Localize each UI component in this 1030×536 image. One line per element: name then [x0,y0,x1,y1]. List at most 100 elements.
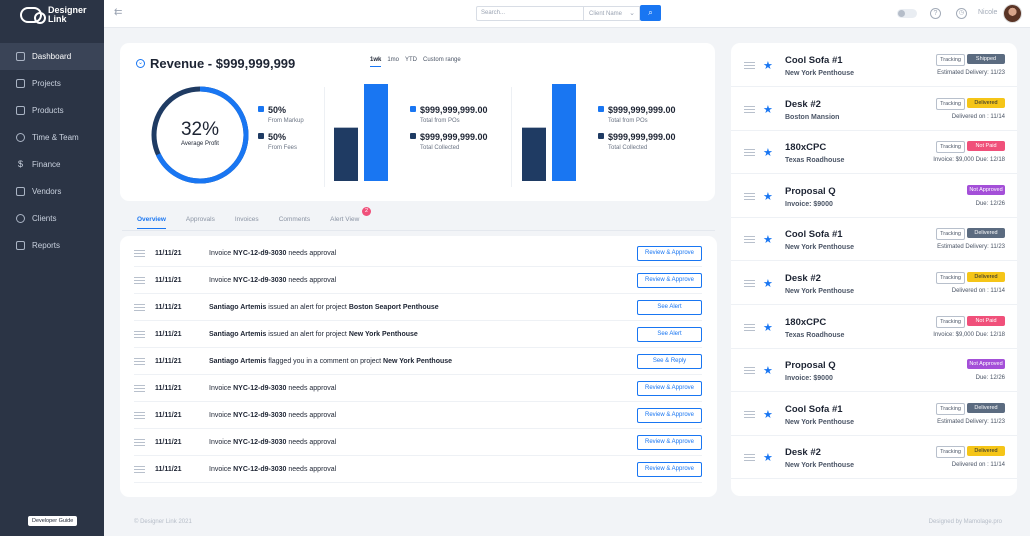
table-row: 11/11/21 Santiago Artemis issued an alert… [134,294,702,321]
row-action-button[interactable]: Review & Approve [637,407,702,423]
list-item[interactable]: ★ Cool Sofa #1 New York Penthouse Estimated… [731,217,1017,262]
star-icon[interactable]: ★ [763,190,773,203]
drag-handle-icon[interactable] [134,384,145,392]
list-item[interactable]: ★ 180xCPC Texas Roadhouse Invoice: $9,000 D… [731,130,1017,175]
list-item[interactable]: ★ Cool Sofa #1 New York Penthouse Estimated… [731,43,1017,87]
collapse-chevron-icon[interactable]: ⌄ [136,59,145,68]
drag-handle-icon[interactable] [744,280,755,287]
sidebar-item-time-team[interactable]: Time & Team [0,124,104,151]
period-ytd[interactable]: YTD [405,57,418,63]
drag-handle-icon[interactable] [744,367,755,375]
row-message: Invoice NYC-12-d9-3030 needs approval [209,385,637,392]
tab-comments[interactable]: Comments [278,216,311,223]
drag-handle-icon[interactable] [744,323,755,331]
tracking-button[interactable]: Tracking [936,272,965,284]
row-action-button[interactable]: See Alert [637,326,702,342]
table-row: 11/11/21 Invoice NYC-12-d9-3030 needs app… [134,375,702,402]
avatar[interactable] [1003,4,1022,23]
star-icon[interactable]: ★ [763,365,773,378]
list-item[interactable]: ★ Proposal Q Invoice: $9000 Due: 12/26 Not A… [731,348,1017,393]
tracking-button[interactable]: Tracking [936,446,965,459]
drag-handle-icon[interactable] [744,236,755,244]
row-action-button[interactable]: Review & Approve [637,434,702,450]
star-icon[interactable]: ★ [763,278,773,290]
client-name-select[interactable]: Client Name ⌄ [584,6,640,21]
tracking-button[interactable]: Tracking [936,141,965,154]
list-item[interactable]: ★ 180xCPC Texas Roadhouse Invoice: $9,000 D… [731,305,1017,349]
sidebar-item-dashboard[interactable]: Dashboard [0,43,104,70]
drag-handle-icon[interactable] [744,62,755,69]
item-meta: Due: 12/26 [975,375,1005,382]
table-row: 11/11/21 Invoice NYC-12-d9-3030 needs app… [134,267,702,294]
tracking-button[interactable]: Tracking [936,228,965,241]
list-item[interactable]: ★ Desk #2 Boston Mansion Delivered on : 11/… [731,87,1017,131]
drag-handle-icon[interactable] [134,276,145,284]
tracking-button[interactable]: Tracking [936,315,965,328]
footer-copyright: © Designer Link 2021 [134,519,192,525]
clock-icon[interactable]: ◷ [956,8,967,19]
tracking-button[interactable]: Tracking [936,97,965,110]
item-subtitle: Boston Mansion [785,113,840,121]
developer-guide-button[interactable]: Developer Guide [28,516,78,526]
drag-handle-icon[interactable] [744,192,755,200]
period-1mo[interactable]: 1mo [387,57,400,63]
row-date: 11/11/21 [155,438,182,446]
sidebar-item-vendors[interactable]: Vendors [0,178,104,205]
drag-handle-icon[interactable] [134,249,145,257]
drag-handle-icon[interactable] [134,357,145,365]
star-icon[interactable]: ★ [763,234,773,247]
drag-handle-icon[interactable] [744,454,755,462]
search-button[interactable]: ⌕ [640,5,661,21]
list-item[interactable]: ★ Proposal Q Invoice: $9000 Due: 12/26 Not A… [731,174,1017,218]
sidebar-item-projects[interactable]: Projects [0,70,104,97]
list-item[interactable]: ★ Desk #2 New York Penthouse Delivered on :… [731,435,1017,480]
drag-handle-icon[interactable] [134,330,145,338]
item-title: Proposal Q [785,185,836,197]
row-action-button[interactable]: See Alert [637,299,702,315]
help-icon[interactable]: ? [930,8,941,19]
message-part: Invoice [209,276,234,284]
sidebar-item-finance[interactable]: $ Finance [0,151,104,178]
star-icon[interactable]: ★ [763,103,773,116]
sidebar-item-reports[interactable]: Reports [0,232,104,259]
star-icon[interactable]: ★ [763,452,773,465]
tracking-button[interactable]: Tracking [936,402,965,415]
drag-handle-icon[interactable] [134,303,145,311]
drag-handle-icon[interactable] [744,149,755,157]
message-part: Invoice [209,438,234,446]
list-item[interactable]: ★ Desk #2 New York Penthouse Delivered on :… [731,261,1017,305]
tab-invoices[interactable]: Invoices [234,216,259,223]
drag-handle-icon[interactable] [134,438,145,446]
period-custom[interactable]: Custom range [423,57,461,63]
sidebar-item-clients[interactable]: Clients [0,205,104,232]
drag-handle-icon[interactable] [134,411,145,419]
item-title: Cool Sofa #1 [785,55,843,66]
item-title: Cool Sofa #1 [785,229,843,241]
tab-approvals[interactable]: Approvals [185,216,215,223]
drag-handle-icon[interactable] [134,465,145,473]
row-action-button[interactable]: Review & Approve [637,380,702,396]
user-name[interactable]: Nicole [978,9,998,16]
tab-alert-view[interactable]: Alert View [330,216,360,223]
brand-logo[interactable]: Designer Link [20,6,88,24]
sidebar-item-products[interactable]: Products [0,97,104,124]
star-icon[interactable]: ★ [763,321,773,334]
row-action-button[interactable]: Review & Approve [637,272,702,288]
star-icon[interactable]: ★ [763,147,773,160]
period-1wk[interactable]: 1wk [370,57,382,67]
drag-handle-icon[interactable] [744,410,755,418]
theme-toggle[interactable] [897,9,917,18]
search-input[interactable]: Search... [476,6,584,21]
list-item[interactable]: ★ Cool Sofa #1 New York Penthouse Estimated… [731,392,1017,436]
legend-swatch [258,133,264,139]
row-action-button[interactable]: See & Reply [637,353,702,369]
tab-overview[interactable]: Overview [137,216,166,229]
status-badge: Not Approved [967,184,1005,195]
collapse-menu-icon[interactable]: ⇇ [114,7,123,18]
row-action-button[interactable]: Review & Approve [637,461,702,477]
drag-handle-icon[interactable] [744,105,755,113]
star-icon[interactable]: ★ [763,408,773,421]
tracking-button[interactable]: Tracking [936,54,965,66]
star-icon[interactable]: ★ [763,60,773,72]
row-action-button[interactable]: Review & Approve [637,245,702,261]
